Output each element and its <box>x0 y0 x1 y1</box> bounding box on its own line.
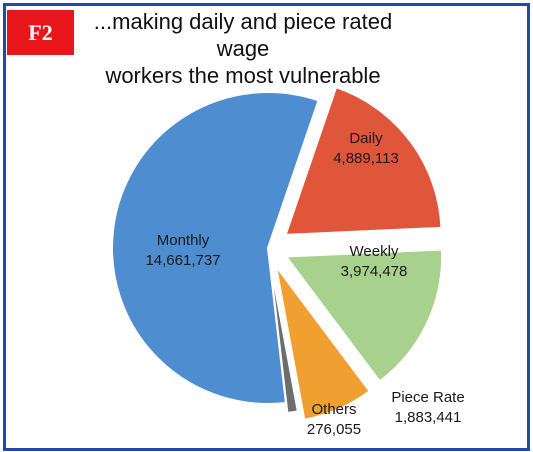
slice-label-piece-rate: Piece Rate <box>391 389 464 406</box>
chart-title-line-1: ...making daily and piece rated wage <box>93 9 393 61</box>
figure-badge: F2 <box>7 10 74 55</box>
chart-title: ...making daily and piece rated wage wor… <box>78 8 408 89</box>
slice-value-piece-rate: 1,883,441 <box>395 409 462 426</box>
slice-label-weekly: Weekly <box>350 243 399 260</box>
pie-slice-others <box>268 257 299 414</box>
slice-value-others: 276,055 <box>307 421 361 438</box>
slice-label-daily: Daily <box>349 130 383 147</box>
slice-label-others: Others <box>311 401 356 418</box>
pie-slice-piece-rate <box>275 265 372 421</box>
slice-label-monthly: Monthly <box>157 232 210 249</box>
pie-slice-monthly <box>111 91 320 405</box>
pie-slice-weekly <box>284 248 444 383</box>
pie-slice-daily <box>284 85 443 236</box>
chart-title-line-2: workers the most vulnerable <box>105 63 381 88</box>
slice-value-monthly: 14,661,737 <box>145 252 220 269</box>
slice-value-daily: 4,889,113 <box>333 150 399 167</box>
slice-value-weekly: 3,974,478 <box>341 263 408 280</box>
